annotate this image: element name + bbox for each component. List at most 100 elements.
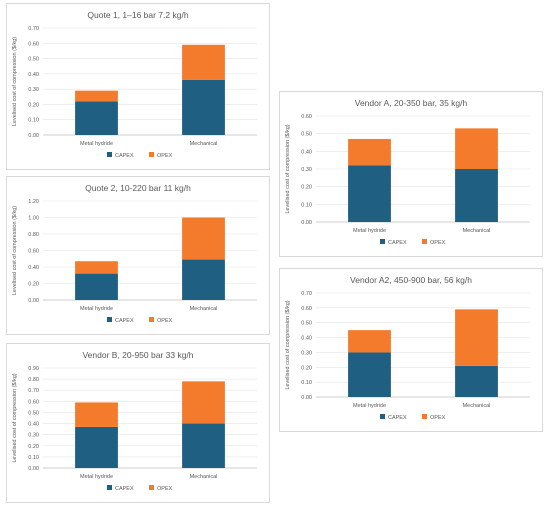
x-tick-label: Mechanical bbox=[463, 228, 491, 234]
y-tick-label: 0.70 bbox=[28, 26, 39, 32]
chart-title: Vendor A, 20-350 bar, 35 kg/h bbox=[355, 98, 468, 108]
x-tick-label: Metal hydride bbox=[80, 141, 113, 147]
y-tick-label: 0.00 bbox=[28, 298, 39, 304]
bar-opex-metal-hydride bbox=[75, 402, 118, 427]
y-tick-label: 0.60 bbox=[28, 41, 39, 47]
y-tick-label: 0.90 bbox=[28, 366, 39, 372]
chart-panel-vendor-a: Vendor A, 20-350 bar, 35 kg/h Levelised c… bbox=[279, 91, 543, 257]
bar-opex-metal-hydride bbox=[348, 330, 391, 353]
legend-swatch-capex bbox=[107, 485, 112, 490]
y-tick-label: 0.40 bbox=[301, 336, 312, 342]
y-tick-label: 0.80 bbox=[28, 232, 39, 238]
chart-title: Vendor B, 20-950 bar 33 kg/h bbox=[82, 350, 193, 360]
y-tick-label: 0.00 bbox=[28, 466, 39, 472]
legend-swatch-opex bbox=[422, 414, 427, 419]
y-tick-label: 0.50 bbox=[28, 410, 39, 416]
legend-label-opex: OPEX bbox=[157, 318, 173, 324]
y-tick-label: 0.30 bbox=[28, 87, 39, 93]
bar-opex-mechanical bbox=[182, 217, 225, 260]
y-tick-label: 0.60 bbox=[28, 249, 39, 255]
chart-svg: Quote 1, 1–16 bar 7.2 kg/h Levelised cost… bbox=[12, 10, 257, 159]
y-tick-label: 0.20 bbox=[28, 282, 39, 288]
y-tick-label: 0.10 bbox=[301, 380, 312, 386]
bar-capex-metal-hydride bbox=[348, 165, 391, 222]
bar-capex-mechanical bbox=[182, 423, 225, 468]
chart-title: Quote 2, 10-220 bar 11 kg/h bbox=[85, 183, 191, 193]
bar-opex-mechanical bbox=[455, 309, 498, 366]
y-axis-label: Levelised cost of compression ($/kg) bbox=[12, 37, 18, 126]
chart-panel-quote-1: Quote 1, 1–16 bar 7.2 kg/h Levelised cost… bbox=[6, 3, 270, 170]
y-tick-label: 0.80 bbox=[28, 377, 39, 383]
legend-swatch-capex bbox=[107, 317, 112, 322]
y-tick-label: 0.40 bbox=[28, 265, 39, 271]
y-tick-label: 0.60 bbox=[28, 399, 39, 405]
y-tick-label: 0.50 bbox=[301, 321, 312, 327]
chart-panel-vendor-a2: Vendor A2, 450-900 bar, 56 kg/h Levelised… bbox=[279, 268, 543, 432]
bar-opex-metal-hydride bbox=[348, 138, 391, 166]
y-tick-label: 1.20 bbox=[28, 199, 39, 205]
chart-title: Quote 1, 1–16 bar 7.2 kg/h bbox=[87, 10, 188, 20]
legend-label-opex: OPEX bbox=[157, 486, 173, 492]
x-tick-label: Metal hydride bbox=[80, 474, 113, 480]
chart-panel-quote-2: Quote 2, 10-220 bar 11 kg/h Levelised cos… bbox=[6, 176, 270, 335]
y-tick-label: 0.20 bbox=[301, 185, 312, 191]
bar-capex-metal-hydride bbox=[75, 273, 118, 300]
y-tick-label: 0.60 bbox=[301, 114, 312, 120]
y-tick-label: 0.10 bbox=[301, 202, 312, 208]
legend-swatch-opex bbox=[422, 239, 427, 244]
y-tick-label: 0.40 bbox=[28, 422, 39, 428]
y-tick-label: 0.70 bbox=[301, 291, 312, 297]
chart-svg: Vendor A, 20-350 bar, 35 kg/h Levelised c… bbox=[285, 98, 530, 246]
x-tick-label: Metal hydride bbox=[353, 228, 386, 234]
bar-capex-metal-hydride bbox=[348, 352, 391, 397]
legend-label-capex: CAPEX bbox=[115, 318, 134, 324]
x-tick-label: Mechanical bbox=[190, 474, 218, 480]
chart-title: Vendor A2, 450-900 bar, 56 kg/h bbox=[350, 275, 472, 285]
chart-svg: Quote 2, 10-220 bar 11 kg/h Levelised cos… bbox=[12, 183, 257, 324]
y-tick-label: 0.10 bbox=[28, 455, 39, 461]
bar-opex-metal-hydride bbox=[75, 90, 118, 102]
y-axis-label: Levelised cost of compression ($/kg) bbox=[12, 206, 18, 295]
legend-label-opex: OPEX bbox=[157, 153, 173, 159]
x-tick-label: Mechanical bbox=[190, 141, 218, 147]
y-axis-label: Levelised cost of compression ($/kg) bbox=[12, 373, 18, 462]
y-tick-label: 0.30 bbox=[301, 350, 312, 356]
legend-swatch-opex bbox=[149, 485, 154, 490]
y-tick-label: 0.00 bbox=[28, 133, 39, 139]
chart-svg: Vendor B, 20-950 bar 33 kg/h Levelised co… bbox=[12, 350, 257, 492]
legend-label-capex: CAPEX bbox=[115, 153, 134, 159]
y-tick-label: 0.50 bbox=[28, 57, 39, 63]
bar-capex-mechanical bbox=[455, 169, 498, 222]
legend-label-capex: CAPEX bbox=[388, 240, 407, 246]
bar-capex-mechanical bbox=[182, 259, 225, 300]
bar-capex-mechanical bbox=[455, 365, 498, 397]
x-tick-label: Mechanical bbox=[463, 403, 491, 409]
y-tick-label: 0.40 bbox=[28, 72, 39, 78]
x-tick-label: Metal hydride bbox=[353, 403, 386, 409]
y-axis-label: Levelised cost of compression ($/kg) bbox=[285, 300, 291, 389]
bar-capex-mechanical bbox=[182, 79, 225, 135]
bar-capex-metal-hydride bbox=[75, 101, 118, 135]
bar-opex-mechanical bbox=[182, 381, 225, 424]
y-tick-label: 0.00 bbox=[301, 395, 312, 401]
y-tick-label: 0.70 bbox=[28, 388, 39, 394]
y-tick-label: 0.50 bbox=[301, 132, 312, 138]
legend-swatch-opex bbox=[149, 317, 154, 322]
y-tick-label: 0.20 bbox=[28, 444, 39, 450]
bar-opex-mechanical bbox=[182, 44, 225, 80]
legend-swatch-capex bbox=[107, 152, 112, 157]
y-axis-label: Levelised cost of compression ($/kg) bbox=[285, 124, 291, 213]
y-tick-label: 1.00 bbox=[28, 216, 39, 222]
bar-opex-metal-hydride bbox=[75, 261, 118, 274]
legend-swatch-capex bbox=[380, 239, 385, 244]
legend-label-opex: OPEX bbox=[430, 415, 446, 421]
y-tick-label: 0.10 bbox=[28, 118, 39, 124]
y-tick-label: 0.30 bbox=[28, 433, 39, 439]
y-tick-label: 0.30 bbox=[301, 167, 312, 173]
x-tick-label: Mechanical bbox=[190, 306, 218, 312]
chart-svg: Vendor A2, 450-900 bar, 56 kg/h Levelised… bbox=[285, 275, 530, 421]
legend-label-capex: CAPEX bbox=[388, 415, 407, 421]
chart-panel-vendor-b: Vendor B, 20-950 bar 33 kg/h Levelised co… bbox=[6, 343, 270, 503]
bar-opex-mechanical bbox=[455, 128, 498, 169]
y-tick-label: 0.60 bbox=[301, 306, 312, 312]
